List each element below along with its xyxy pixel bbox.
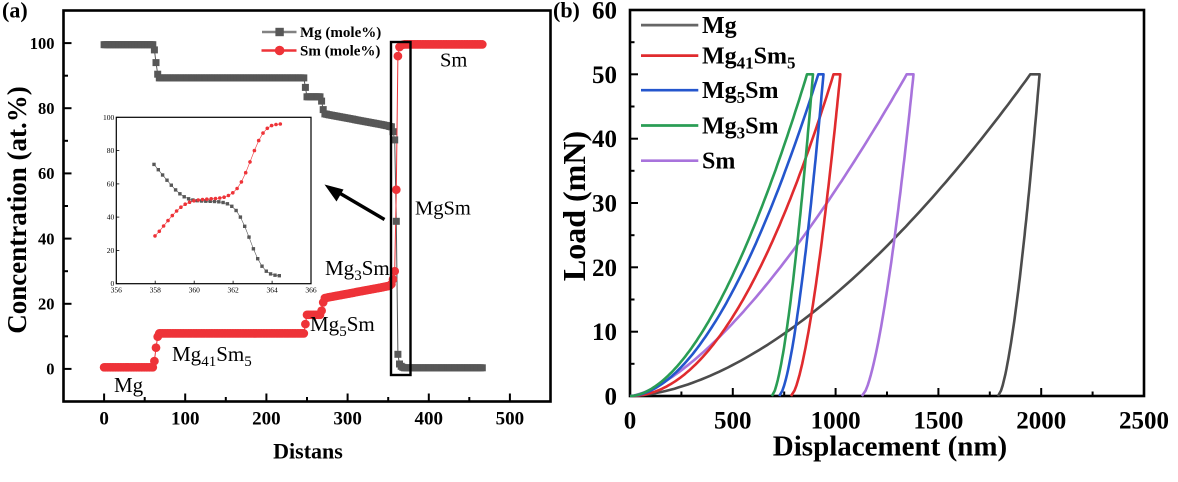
svg-text:20: 20 — [107, 246, 115, 255]
svg-text:10: 10 — [592, 319, 617, 346]
svg-text:Sm: Sm — [702, 149, 735, 175]
svg-text:300: 300 — [333, 409, 362, 430]
svg-text:2500: 2500 — [1119, 408, 1169, 435]
svg-text:30: 30 — [592, 190, 617, 217]
svg-text:Mg3​Sm: Mg3​Sm — [325, 256, 390, 284]
svg-text:500: 500 — [496, 409, 525, 430]
svg-text:Mg (mole%): Mg (mole%) — [300, 25, 381, 41]
svg-text:100: 100 — [171, 409, 200, 430]
svg-text:Distans: Distans — [273, 439, 343, 464]
svg-text:Mg41​Sm5​: Mg41​Sm5​ — [172, 342, 252, 370]
svg-text:366: 366 — [305, 286, 317, 295]
svg-text:356: 356 — [111, 286, 123, 295]
svg-text:80: 80 — [38, 99, 55, 118]
svg-text:Mg5​Sm: Mg5​Sm — [702, 78, 779, 107]
svg-text:0: 0 — [624, 408, 637, 435]
svg-text:Sm (mole%): Sm (mole%) — [300, 44, 380, 60]
svg-text:362: 362 — [227, 286, 239, 295]
svg-text:0: 0 — [46, 360, 54, 379]
svg-text:40: 40 — [592, 126, 617, 153]
svg-text:Mg5​Sm: Mg5​Sm — [310, 312, 375, 340]
svg-text:0: 0 — [605, 383, 618, 410]
svg-text:Mg3​Sm: Mg3​Sm — [702, 113, 779, 142]
svg-text:80: 80 — [107, 146, 115, 155]
svg-text:364: 364 — [266, 286, 278, 295]
svg-text:(a): (a) — [2, 0, 28, 23]
svg-text:0: 0 — [99, 409, 109, 430]
svg-text:Mg: Mg — [114, 373, 144, 397]
svg-text:Mg41​Sm5​: Mg41​Sm5​ — [702, 44, 796, 73]
svg-text:Displacement (nm): Displacement (nm) — [773, 431, 1007, 463]
svg-text:20: 20 — [592, 255, 617, 282]
svg-text:0: 0 — [111, 279, 115, 288]
svg-text:50: 50 — [592, 62, 617, 89]
svg-text:40: 40 — [107, 213, 115, 222]
svg-text:2000: 2000 — [1016, 408, 1066, 435]
svg-text:Sm: Sm — [440, 49, 467, 71]
svg-text:Load (mN): Load (mN) — [556, 131, 592, 281]
svg-text:200: 200 — [252, 409, 281, 430]
svg-text:360: 360 — [189, 286, 201, 295]
svg-text:40: 40 — [38, 229, 55, 248]
svg-text:100: 100 — [103, 113, 115, 122]
svg-text:Concentration (at.%): Concentration (at.%) — [2, 86, 32, 333]
svg-text:1000: 1000 — [811, 408, 861, 435]
svg-text:60: 60 — [592, 0, 617, 24]
svg-text:60: 60 — [38, 164, 55, 183]
svg-text:(b): (b) — [553, 0, 580, 23]
svg-text:500: 500 — [714, 408, 752, 435]
svg-text:60: 60 — [107, 179, 115, 188]
svg-text:358: 358 — [150, 286, 162, 295]
svg-text:400: 400 — [415, 409, 444, 430]
svg-text:20: 20 — [38, 295, 55, 314]
svg-text:Mg: Mg — [702, 13, 737, 39]
svg-text:1500: 1500 — [913, 408, 963, 435]
svg-text:MgSm: MgSm — [415, 198, 471, 220]
svg-text:100: 100 — [30, 34, 55, 53]
